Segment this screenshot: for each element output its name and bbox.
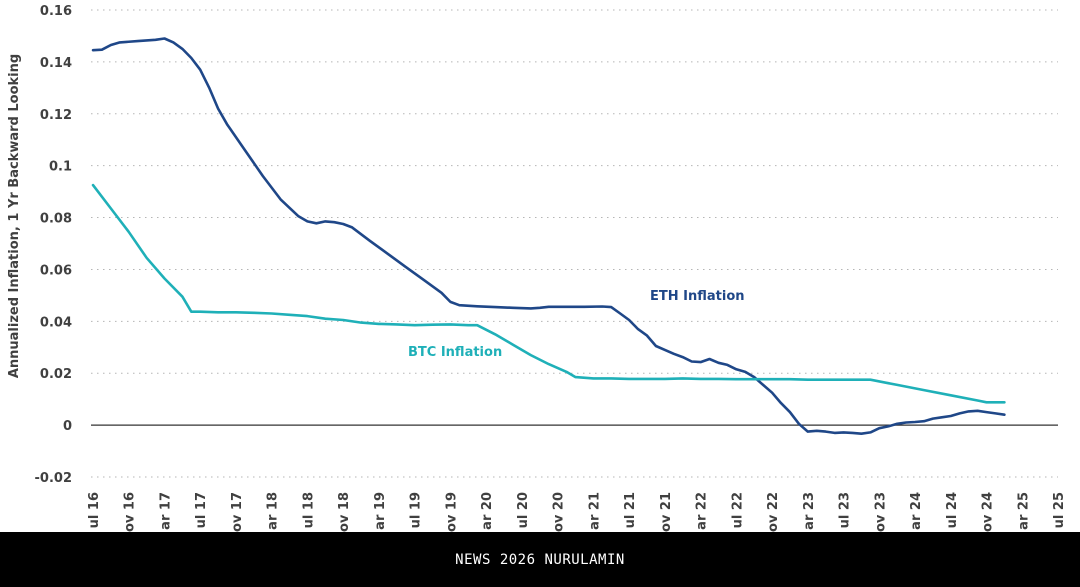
y-tick-label: 0.04 — [40, 315, 72, 330]
x-tick-label: ar 20 — [480, 492, 495, 530]
x-tick-label: ar 21 — [587, 492, 602, 530]
y-tick-label: 0.1 — [49, 160, 72, 175]
eth-inflation-line — [91, 37, 1006, 435]
x-tick-label: ov 24 — [981, 492, 996, 532]
x-tick-label: ov 16 — [123, 492, 138, 532]
x-tick-label: ul 25 — [1052, 492, 1067, 528]
x-tick-label: ul 16 — [87, 492, 102, 528]
x-tick-label: ar 24 — [909, 492, 924, 530]
x-tick-label: ov 19 — [444, 492, 459, 532]
x-tick-label: ul 17 — [194, 492, 209, 528]
y-axis-label: Annualized Inflation, 1 Yr Backward Look… — [7, 54, 22, 378]
eth-series-label: ETH Inflation — [650, 289, 745, 304]
x-tick-label: ov 21 — [659, 492, 674, 532]
btc-inflation-line — [91, 183, 1006, 404]
x-tick-label: ar 23 — [802, 492, 817, 530]
x-tick-label: ov 18 — [337, 492, 352, 532]
x-tick-label: ar 25 — [1016, 492, 1031, 530]
x-tick-label: ul 21 — [623, 492, 638, 528]
x-tick-label: ar 18 — [266, 492, 281, 530]
series-lines — [91, 37, 1006, 435]
footer-watermark: NEWS 2026 NURULAMIN — [455, 551, 625, 568]
x-tick-label: ov 23 — [873, 492, 888, 532]
footer-banner: NEWS 2026 NURULAMIN — [0, 532, 1080, 587]
y-tick-label: 0 — [63, 419, 72, 434]
x-tick-label: ul 23 — [838, 492, 853, 528]
gridlines — [91, 9, 1058, 478]
x-tick-label: ar 22 — [695, 492, 710, 530]
y-tick-label: 0.12 — [40, 108, 72, 123]
x-tick-label: ar 19 — [373, 492, 388, 530]
x-tick-label: ul 19 — [409, 492, 424, 528]
x-tick-label: ul 22 — [730, 492, 745, 528]
y-tick-label: 0.16 — [40, 4, 72, 19]
x-tick-label: ar 17 — [158, 492, 173, 530]
y-axis-ticks: -0.02 0 0.02 0.04 0.06 0.08 0.1 0.12 0.14 0.16 — [35, 4, 72, 486]
x-axis-ticks: ul 16 ov 16 ar 17 ul 17 ov 17 ar 18 ul 18 ov 18… — [87, 492, 1067, 532]
x-tick-label: ul 20 — [516, 492, 531, 528]
x-tick-label: ul 24 — [945, 492, 960, 528]
y-tick-label: -0.02 — [35, 471, 72, 486]
x-tick-label: ov 22 — [766, 492, 781, 532]
x-tick-label: ul 18 — [301, 492, 316, 528]
x-tick-label: ov 20 — [552, 492, 567, 532]
y-tick-label: 0.06 — [40, 263, 72, 278]
x-tick-label: ov 17 — [230, 492, 245, 532]
y-tick-label: 0.02 — [40, 367, 72, 382]
y-tick-label: 0.14 — [40, 56, 72, 71]
inflation-line-chart: -0.02 0 0.02 0.04 0.06 0.08 0.1 0.12 0.14 0.16 ul… — [7, 4, 1067, 532]
y-tick-label: 0.08 — [40, 212, 72, 227]
btc-series-label: BTC Inflation — [408, 345, 502, 360]
